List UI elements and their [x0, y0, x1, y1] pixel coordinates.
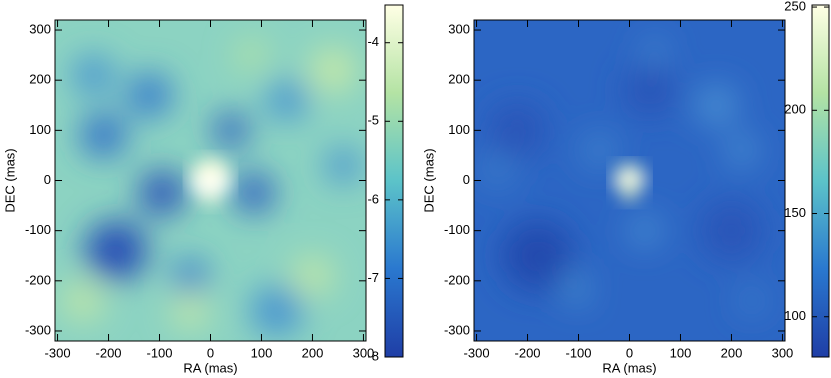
y-tick-label: 100 [29, 122, 51, 137]
y-tick-label: 0 [463, 172, 470, 187]
colorbar-tick-label: 200 [784, 102, 806, 117]
y-tick-label: 300 [29, 21, 51, 36]
image-feature [84, 220, 148, 281]
image-feature [212, 112, 250, 148]
colorbar-tick-label: -5 [367, 113, 379, 128]
image-feature [571, 288, 586, 303]
colorbar-tick-label: -4 [367, 34, 379, 49]
image-feature [291, 255, 334, 296]
y-tick-label: 100 [448, 122, 470, 137]
image-features [62, 40, 362, 336]
panel: -300 -200 -100 0 100 200 300 -300 -200 -100 0 100 20… [421, 0, 830, 375]
image-core-part [623, 189, 636, 202]
x-tick-label: -300 [464, 345, 490, 360]
y-tick-label: -300 [25, 322, 51, 337]
colorbar-tick-label: -8 [367, 348, 379, 363]
image-core-part [203, 191, 218, 206]
image-features [481, 39, 765, 314]
image-feature [125, 72, 173, 118]
image-feature [324, 147, 362, 183]
y-tick-label: -200 [25, 272, 51, 287]
x-tick-label: 300 [353, 345, 375, 360]
x-tick-label: 0 [207, 345, 214, 360]
colorbar-tick-label: -6 [367, 191, 379, 206]
image-feature [266, 80, 308, 121]
image-feature [623, 65, 676, 116]
y-axis-label: DEC (mas) [2, 148, 17, 212]
x-tick-label: -300 [45, 345, 71, 360]
image-feature [501, 220, 575, 291]
image-feature [62, 280, 104, 321]
x-tick-label: 200 [721, 345, 743, 360]
y-tick-label: 0 [44, 172, 51, 187]
x-tick-label: 200 [302, 345, 324, 360]
image-feature [309, 47, 357, 93]
image-feature [80, 112, 127, 158]
image-feature [72, 55, 115, 96]
image [474, 20, 785, 341]
image-feature [171, 293, 209, 329]
colorbar-tick-label: 150 [784, 205, 806, 220]
image-core [190, 158, 231, 206]
colorbar [384, 4, 404, 358]
image-feature [488, 102, 546, 158]
y-axis-label: DEC (mas) [421, 148, 436, 212]
image-core-part [623, 169, 636, 182]
x-tick-label: -200 [96, 345, 122, 360]
image-feature [138, 170, 186, 216]
image-feature [629, 215, 661, 246]
image-feature [250, 285, 303, 336]
x-tick-label: 0 [626, 345, 633, 360]
x-tick-label: -100 [147, 345, 173, 360]
colorbar-tick-label: -7 [367, 270, 379, 285]
image-feature [560, 268, 587, 294]
x-tick-label: -200 [515, 345, 541, 360]
image-feature [700, 200, 763, 261]
colorbar [811, 4, 830, 358]
image-feature [481, 155, 513, 186]
image-core [613, 163, 646, 202]
image-feature [643, 39, 667, 62]
x-axis-label: RA (mas) [183, 360, 237, 375]
y-tick-label: -300 [444, 322, 470, 337]
colorbar-tick-label: 250 [784, 0, 806, 14]
panel: -300 -200 -100 0 100 200 300 -300 -200 -100 0 100 20… [2, 4, 404, 375]
y-tick-label: -100 [444, 222, 470, 237]
image-feature [580, 132, 618, 168]
y-tick-label: 200 [448, 72, 470, 87]
x-tick-label: -100 [566, 345, 592, 360]
image-feature [171, 258, 209, 294]
image [55, 20, 366, 341]
image-feature [738, 288, 765, 314]
image-feature [726, 135, 758, 166]
x-tick-label: 100 [670, 345, 692, 360]
y-tick-label: -200 [444, 272, 470, 287]
y-tick-label: 200 [29, 72, 51, 87]
y-tick-label: -100 [25, 222, 51, 237]
image-feature [233, 173, 275, 214]
x-tick-label: 100 [251, 345, 273, 360]
x-tick-label: 300 [772, 345, 794, 360]
image-feature [695, 85, 737, 126]
image-feature [235, 40, 267, 71]
image-core-part [211, 175, 231, 194]
colorbar-tick-label: 100 [784, 308, 806, 323]
image-core-part [190, 176, 210, 195]
x-axis-label: RA (mas) [602, 360, 656, 375]
y-tick-label: 300 [448, 21, 470, 36]
